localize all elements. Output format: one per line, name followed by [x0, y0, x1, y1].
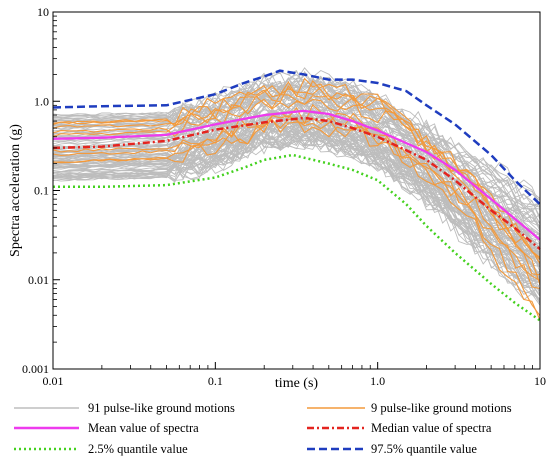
y-tick-label: 0.01 — [28, 273, 49, 287]
orange-motion-line-2 — [52, 103, 541, 317]
series-line-6 — [52, 69, 541, 206]
series-line-4 — [52, 116, 541, 251]
orange-motion-line-8 — [52, 95, 541, 264]
gray-motion-line-86 — [52, 97, 541, 267]
orange-motion-line-4 — [52, 112, 541, 321]
gray-motion-line-89 — [52, 122, 541, 297]
gray-motion-line-61 — [52, 106, 541, 272]
gray-motion-line-82 — [52, 107, 541, 281]
legend-label-5: 2.5% quantile value — [88, 442, 188, 456]
gray-motion-line-51 — [52, 67, 541, 206]
gray-motion-line-85 — [52, 80, 541, 225]
y-tick-label: 0.001 — [22, 362, 49, 376]
gray-motion-line-70 — [52, 69, 541, 200]
x-tick-label: 0.1 — [208, 374, 223, 388]
legend-label-2: 9 pulse-like ground motions — [371, 401, 512, 415]
x-axis-label: time (s) — [275, 376, 318, 391]
gray-motion-line-47 — [52, 113, 541, 259]
legend-label-6: 97.5% quantile value — [371, 442, 477, 456]
y-tick-label: 10 — [37, 5, 49, 19]
gray-motion-line-67 — [52, 78, 541, 208]
x-tick-label: 10 — [534, 374, 546, 388]
legend-label-1: 91 pulse-like ground motions — [88, 401, 235, 415]
gray-motion-line-81 — [52, 129, 541, 249]
series-lines — [52, 69, 541, 322]
gray-motion-line-79 — [52, 94, 541, 254]
x-tick-label: 1.0 — [370, 374, 385, 388]
series-line-3 — [52, 109, 541, 241]
legend: 91 pulse-like ground motions 9 pulse-like… — [14, 401, 512, 456]
y-axis-label: Spectra acceleration (g) — [8, 124, 23, 257]
gray-motion-line-74 — [52, 127, 541, 254]
gray-motion-line-78 — [52, 72, 541, 220]
gray-motion-line-76 — [52, 130, 541, 284]
orange-motion-line-7 — [52, 117, 541, 290]
legend-label-4: Median value of spectra — [371, 421, 492, 435]
gray-motion-line-84 — [52, 132, 541, 302]
x-tick-label: 0.01 — [43, 374, 64, 388]
background-motion-lines — [52, 67, 541, 321]
gray-motion-line-88 — [52, 134, 541, 292]
y-tick-label: 0.1 — [34, 184, 49, 198]
orange-motion-line-9 — [52, 83, 541, 276]
legend-label-3: Mean value of spectra — [88, 421, 199, 435]
plot-frame — [52, 11, 541, 370]
y-tick-label: 1.0 — [34, 94, 49, 108]
